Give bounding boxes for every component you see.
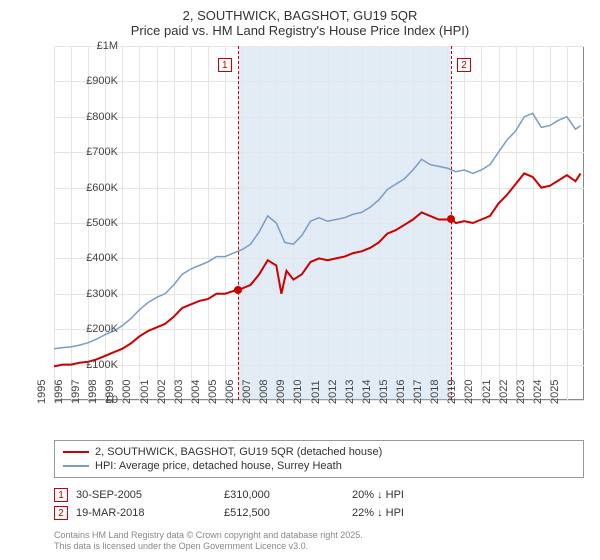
y-tick-label: £200K (58, 323, 118, 335)
legend: 2, SOUTHWICK, BAGSHOT, GU19 5QR (detache… (54, 440, 584, 478)
x-tick-label: 2023 (515, 380, 527, 404)
sale-marker-box: 2 (54, 506, 68, 520)
x-tick-label: 2018 (429, 380, 441, 404)
x-tick-label: 2001 (139, 380, 151, 404)
series-price_paid (54, 173, 581, 366)
sale-diff: 20% ↓ HPI (352, 489, 472, 501)
sales-table: 1 30-SEP-2005 £310,000 20% ↓ HPI 2 19-MA… (54, 486, 584, 522)
y-tick-label: £100K (58, 359, 118, 371)
y-tick-label: £1M (58, 40, 118, 52)
sale-row: 2 19-MAR-2018 £512,500 22% ↓ HPI (54, 504, 584, 522)
x-tick-label: 2007 (241, 380, 253, 404)
vline-marker-box: 1 (218, 58, 232, 72)
legend-label: 2, SOUTHWICK, BAGSHOT, GU19 5QR (detache… (95, 446, 382, 458)
chart-area: 12 (54, 46, 584, 400)
x-tick-label: 2005 (207, 380, 219, 404)
x-tick-label: 2010 (292, 380, 304, 404)
vline-marker-box: 2 (457, 58, 471, 72)
y-tick-label: £700K (58, 146, 118, 158)
legend-swatch (63, 465, 89, 467)
x-tick-label: 2024 (532, 380, 544, 404)
x-tick-label: 2021 (481, 380, 493, 404)
y-tick-label: £500K (58, 217, 118, 229)
footer-line: Contains HM Land Registry data © Crown c… (54, 530, 584, 541)
series-hpi (54, 113, 581, 348)
x-tick-label: 2016 (395, 380, 407, 404)
x-tick-label: 2020 (463, 380, 475, 404)
sale-dot (234, 286, 242, 294)
y-tick-label: £800K (58, 111, 118, 123)
sale-row: 1 30-SEP-2005 £310,000 20% ↓ HPI (54, 486, 584, 504)
x-tick-label: 2002 (156, 380, 168, 404)
y-tick-label: £900K (58, 75, 118, 87)
x-tick-label: 2011 (310, 380, 322, 404)
sale-price: £310,000 (224, 489, 344, 501)
x-tick-label: 2015 (378, 380, 390, 404)
x-tick-label: 2003 (173, 380, 185, 404)
chart-container: 2, SOUTHWICK, BAGSHOT, GU19 5QR Price pa… (0, 0, 600, 560)
sale-marker-box: 1 (54, 488, 68, 502)
legend-item: 2, SOUTHWICK, BAGSHOT, GU19 5QR (detache… (63, 445, 575, 459)
x-tick-label: 1995 (36, 380, 48, 404)
legend-swatch (63, 451, 89, 453)
x-tick-label: 2013 (344, 380, 356, 404)
title-address: 2, SOUTHWICK, BAGSHOT, GU19 5QR (0, 8, 600, 23)
footer-line: This data is licensed under the Open Gov… (54, 541, 584, 552)
x-tick-label: 1999 (104, 380, 116, 404)
x-tick-label: 1996 (53, 380, 65, 404)
x-tick-label: 2019 (446, 380, 458, 404)
sale-diff: 22% ↓ HPI (352, 507, 472, 519)
x-tick-label: 2025 (549, 380, 561, 404)
x-tick-label: 2000 (121, 380, 133, 404)
y-tick-label: £400K (58, 252, 118, 264)
title-subtitle: Price paid vs. HM Land Registry's House … (0, 23, 600, 38)
sale-date: 30-SEP-2005 (76, 489, 216, 501)
x-tick-label: 2008 (258, 380, 270, 404)
x-tick-label: 1997 (70, 380, 82, 404)
x-tick-label: 2012 (327, 380, 339, 404)
x-tick-label: 2009 (275, 380, 287, 404)
y-tick-label: £300K (58, 288, 118, 300)
title-block: 2, SOUTHWICK, BAGSHOT, GU19 5QR Price pa… (0, 0, 600, 42)
x-tick-label: 2014 (361, 380, 373, 404)
x-tick-label: 2022 (498, 380, 510, 404)
x-tick-label: 2017 (412, 380, 424, 404)
x-tick-label: 2006 (224, 380, 236, 404)
legend-label: HPI: Average price, detached house, Surr… (95, 460, 342, 472)
y-tick-label: £600K (58, 182, 118, 194)
x-tick-label: 2004 (190, 380, 202, 404)
sale-date: 19-MAR-2018 (76, 507, 216, 519)
sale-dot (447, 215, 455, 223)
x-tick-label: 1998 (87, 380, 99, 404)
footer: Contains HM Land Registry data © Crown c… (54, 530, 584, 553)
line-series (54, 46, 584, 400)
legend-item: HPI: Average price, detached house, Surr… (63, 459, 575, 473)
sale-price: £512,500 (224, 507, 344, 519)
